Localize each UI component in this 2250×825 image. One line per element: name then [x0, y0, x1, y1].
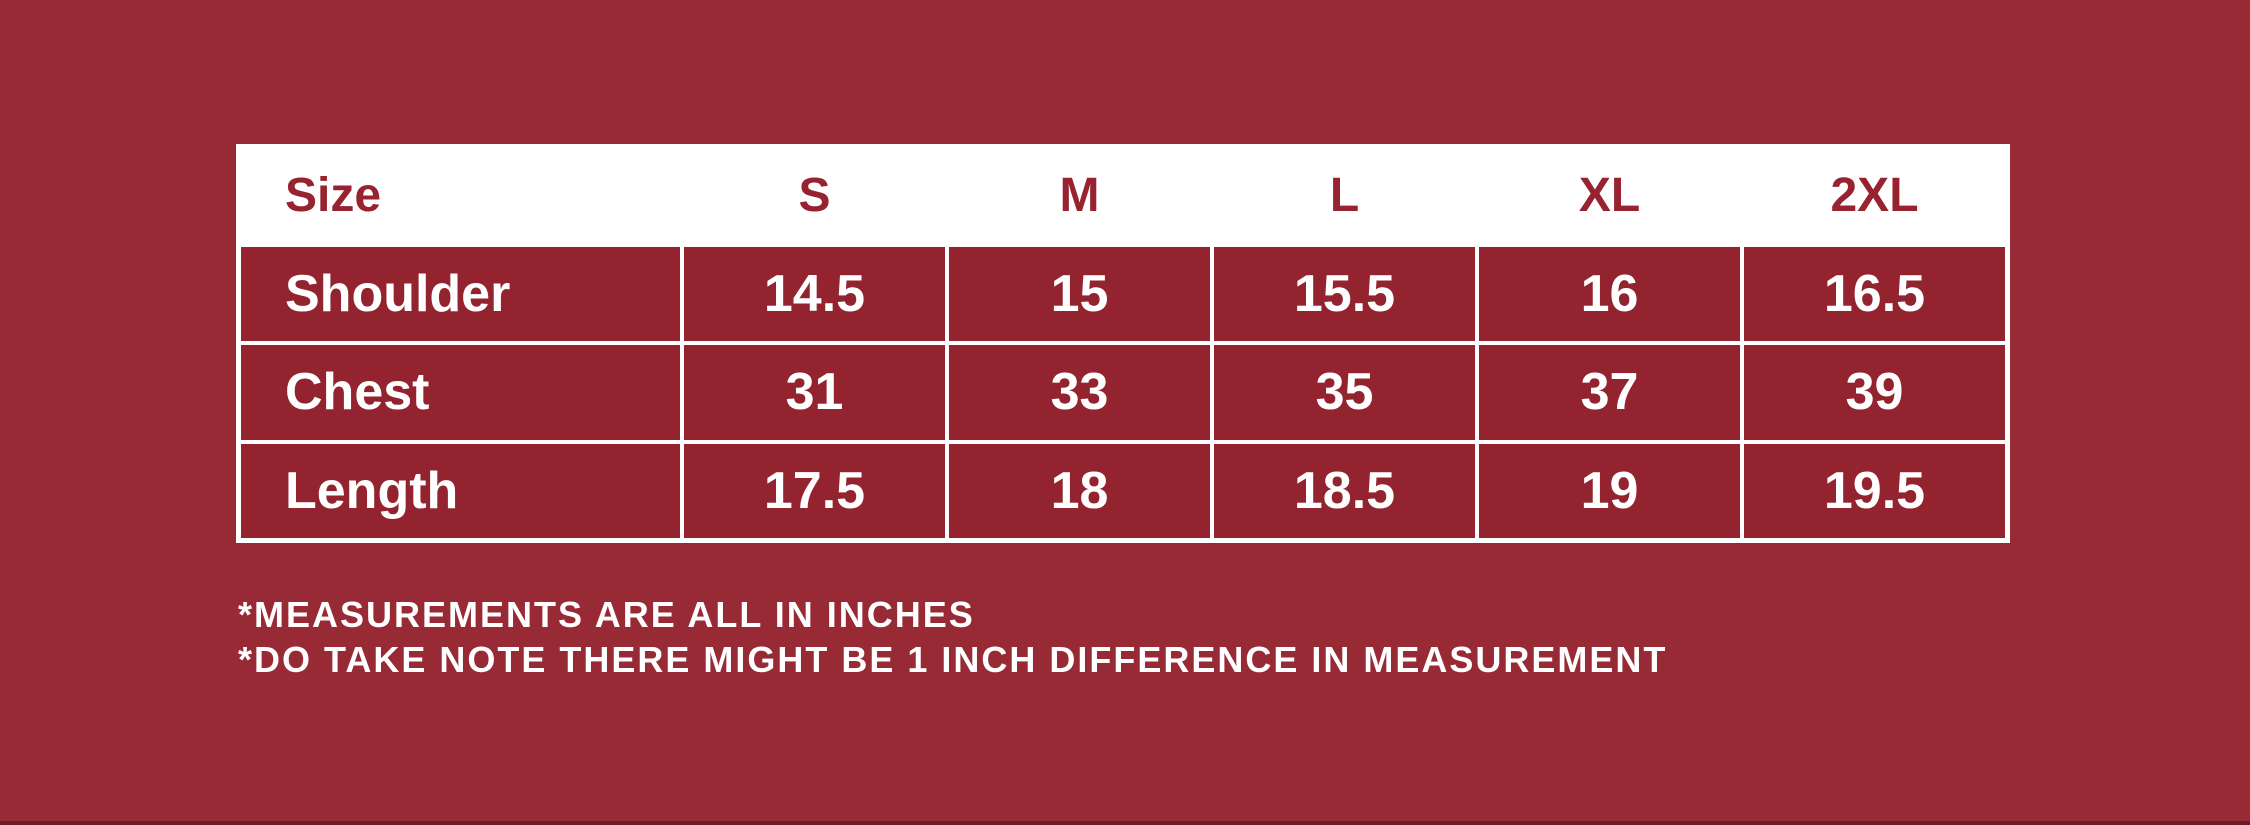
value-cell: 14.5	[684, 247, 945, 342]
table-row-shoulder: Shoulder 14.5 15 15.5 16 16.5	[241, 247, 2005, 342]
value-cell: 18	[949, 443, 1210, 538]
note-line-difference: *DO TAKE NOTE THERE MIGHT BE 1 INCH DIFF…	[238, 639, 1668, 680]
row-label-length: Length	[241, 443, 680, 538]
size-table-header-row: Size S M L XL 2XL	[241, 144, 2005, 247]
table-row-chest: Chest 31 33 35 37 39	[241, 345, 2005, 440]
value-cell: 19	[1479, 443, 1740, 538]
value-cell: 39	[1744, 345, 2005, 440]
value-cell: 18.5	[1214, 443, 1475, 538]
header-cell-xl: XL	[1578, 169, 1641, 222]
size-table: Size S M L XL 2XL Shoulder 14.5 15 15.5 16 16.5 Che…	[236, 144, 2010, 543]
table-row-length: Length 17.5 18 18.5 19 19.5	[241, 443, 2005, 538]
value-cell: 37	[1479, 345, 1740, 440]
bottom-edge-line	[0, 821, 2250, 825]
row-label-shoulder: Shoulder	[241, 247, 680, 342]
size-table-body: Shoulder 14.5 15 15.5 16 16.5 Chest 31 33 35 37 39 L…	[241, 247, 2005, 538]
value-cell: 16	[1479, 247, 1740, 342]
row-label-chest: Chest	[241, 345, 680, 440]
value-cell: 31	[684, 345, 945, 440]
header-cell-m: M	[1059, 169, 1100, 222]
header-cell-l: L	[1329, 169, 1360, 222]
note-line-inches: *MEASUREMENTS ARE ALL IN INCHES	[238, 594, 975, 635]
value-cell: 33	[949, 345, 1210, 440]
value-cell: 35	[1214, 345, 1475, 440]
value-cell: 17.5	[684, 443, 945, 538]
header-cell-2xl: 2XL	[1830, 169, 1919, 222]
value-cell: 15	[949, 247, 1210, 342]
measurement-notes: *MEASUREMENTS ARE ALL IN INCHES *DO TAKE…	[238, 592, 1667, 682]
header-cell-s: S	[798, 169, 831, 222]
value-cell: 19.5	[1744, 443, 2005, 538]
header-cell-size: Size	[285, 169, 382, 222]
value-cell: 15.5	[1214, 247, 1475, 342]
value-cell: 16.5	[1744, 247, 2005, 342]
